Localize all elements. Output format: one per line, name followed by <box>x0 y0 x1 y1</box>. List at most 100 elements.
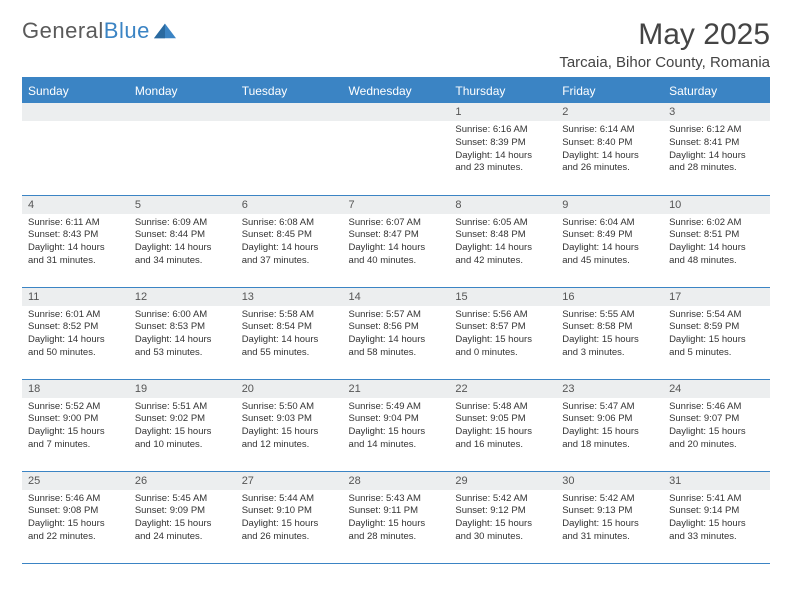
day-content: Sunrise: 6:04 AMSunset: 8:49 PMDaylight:… <box>556 214 663 271</box>
day-content: Sunrise: 5:44 AMSunset: 9:10 PMDaylight:… <box>236 490 343 547</box>
day-number: 19 <box>129 380 236 398</box>
day-content: Sunrise: 5:42 AMSunset: 9:12 PMDaylight:… <box>449 490 556 547</box>
day-content: Sunrise: 5:54 AMSunset: 8:59 PMDaylight:… <box>663 306 770 363</box>
day-content: Sunrise: 5:47 AMSunset: 9:06 PMDaylight:… <box>556 398 663 455</box>
day-number: 4 <box>22 196 129 214</box>
day-number: 8 <box>449 196 556 214</box>
calendar-cell: 18Sunrise: 5:52 AMSunset: 9:00 PMDayligh… <box>22 379 129 471</box>
logo-triangle-icon <box>154 21 176 39</box>
calendar-cell: 4Sunrise: 6:11 AMSunset: 8:43 PMDaylight… <box>22 195 129 287</box>
day-number: 25 <box>22 472 129 490</box>
calendar-row: 18Sunrise: 5:52 AMSunset: 9:00 PMDayligh… <box>22 379 770 471</box>
day-number: 12 <box>129 288 236 306</box>
day-number: 23 <box>556 380 663 398</box>
day-number: 17 <box>663 288 770 306</box>
calendar-cell: 29Sunrise: 5:42 AMSunset: 9:12 PMDayligh… <box>449 471 556 563</box>
day-number: 15 <box>449 288 556 306</box>
weekday-header: Friday <box>556 78 663 103</box>
weekday-header: Sunday <box>22 78 129 103</box>
logo: GeneralBlue <box>22 18 176 44</box>
weekday-header: Thursday <box>449 78 556 103</box>
logo-text-blue: Blue <box>104 18 150 43</box>
calendar-cell: 12Sunrise: 6:00 AMSunset: 8:53 PMDayligh… <box>129 287 236 379</box>
calendar-cell: 7Sunrise: 6:07 AMSunset: 8:47 PMDaylight… <box>343 195 450 287</box>
calendar-cell: 13Sunrise: 5:58 AMSunset: 8:54 PMDayligh… <box>236 287 343 379</box>
day-content: Sunrise: 5:42 AMSunset: 9:13 PMDaylight:… <box>556 490 663 547</box>
calendar-cell <box>129 103 236 195</box>
day-number-bar <box>343 103 450 121</box>
calendar-cell: 28Sunrise: 5:43 AMSunset: 9:11 PMDayligh… <box>343 471 450 563</box>
day-content: Sunrise: 5:52 AMSunset: 9:00 PMDaylight:… <box>22 398 129 455</box>
calendar-row: 1Sunrise: 6:16 AMSunset: 8:39 PMDaylight… <box>22 103 770 195</box>
day-number: 21 <box>343 380 450 398</box>
calendar-cell <box>236 103 343 195</box>
day-content: Sunrise: 6:00 AMSunset: 8:53 PMDaylight:… <box>129 306 236 363</box>
day-content: Sunrise: 6:01 AMSunset: 8:52 PMDaylight:… <box>22 306 129 363</box>
logo-text: GeneralBlue <box>22 18 150 44</box>
calendar-cell: 20Sunrise: 5:50 AMSunset: 9:03 PMDayligh… <box>236 379 343 471</box>
day-number: 14 <box>343 288 450 306</box>
day-number-bar <box>236 103 343 121</box>
weekday-header-row: SundayMondayTuesdayWednesdayThursdayFrid… <box>22 78 770 103</box>
day-number: 31 <box>663 472 770 490</box>
calendar-cell: 6Sunrise: 6:08 AMSunset: 8:45 PMDaylight… <box>236 195 343 287</box>
calendar-body: 1Sunrise: 6:16 AMSunset: 8:39 PMDaylight… <box>22 103 770 563</box>
day-content: Sunrise: 5:56 AMSunset: 8:57 PMDaylight:… <box>449 306 556 363</box>
location: Tarcaia, Bihor County, Romania <box>559 54 770 71</box>
day-content: Sunrise: 6:11 AMSunset: 8:43 PMDaylight:… <box>22 214 129 271</box>
day-content: Sunrise: 5:58 AMSunset: 8:54 PMDaylight:… <box>236 306 343 363</box>
calendar-cell: 26Sunrise: 5:45 AMSunset: 9:09 PMDayligh… <box>129 471 236 563</box>
day-number: 7 <box>343 196 450 214</box>
calendar-cell: 11Sunrise: 6:01 AMSunset: 8:52 PMDayligh… <box>22 287 129 379</box>
calendar-cell: 1Sunrise: 6:16 AMSunset: 8:39 PMDaylight… <box>449 103 556 195</box>
day-content: Sunrise: 5:43 AMSunset: 9:11 PMDaylight:… <box>343 490 450 547</box>
day-content: Sunrise: 6:16 AMSunset: 8:39 PMDaylight:… <box>449 121 556 178</box>
day-number: 26 <box>129 472 236 490</box>
day-number: 27 <box>236 472 343 490</box>
logo-text-general: General <box>22 18 104 43</box>
title-block: May 2025 Tarcaia, Bihor County, Romania <box>559 18 770 71</box>
day-content: Sunrise: 6:08 AMSunset: 8:45 PMDaylight:… <box>236 214 343 271</box>
calendar-cell: 17Sunrise: 5:54 AMSunset: 8:59 PMDayligh… <box>663 287 770 379</box>
day-number: 13 <box>236 288 343 306</box>
weekday-header: Wednesday <box>343 78 450 103</box>
day-number-bar <box>22 103 129 121</box>
calendar-table: SundayMondayTuesdayWednesdayThursdayFrid… <box>22 77 770 564</box>
calendar-cell: 30Sunrise: 5:42 AMSunset: 9:13 PMDayligh… <box>556 471 663 563</box>
day-content: Sunrise: 5:48 AMSunset: 9:05 PMDaylight:… <box>449 398 556 455</box>
day-content: Sunrise: 5:45 AMSunset: 9:09 PMDaylight:… <box>129 490 236 547</box>
month-title: May 2025 <box>559 18 770 52</box>
calendar-row: 25Sunrise: 5:46 AMSunset: 9:08 PMDayligh… <box>22 471 770 563</box>
day-number: 30 <box>556 472 663 490</box>
day-number: 18 <box>22 380 129 398</box>
calendar-cell <box>343 103 450 195</box>
day-number-bar <box>129 103 236 121</box>
day-number: 28 <box>343 472 450 490</box>
day-content: Sunrise: 5:55 AMSunset: 8:58 PMDaylight:… <box>556 306 663 363</box>
calendar-cell: 2Sunrise: 6:14 AMSunset: 8:40 PMDaylight… <box>556 103 663 195</box>
day-number: 20 <box>236 380 343 398</box>
calendar-cell: 31Sunrise: 5:41 AMSunset: 9:14 PMDayligh… <box>663 471 770 563</box>
day-number: 22 <box>449 380 556 398</box>
calendar-cell: 8Sunrise: 6:05 AMSunset: 8:48 PMDaylight… <box>449 195 556 287</box>
day-content: Sunrise: 5:46 AMSunset: 9:08 PMDaylight:… <box>22 490 129 547</box>
calendar-cell: 10Sunrise: 6:02 AMSunset: 8:51 PMDayligh… <box>663 195 770 287</box>
day-number: 16 <box>556 288 663 306</box>
calendar-cell: 16Sunrise: 5:55 AMSunset: 8:58 PMDayligh… <box>556 287 663 379</box>
calendar-cell: 14Sunrise: 5:57 AMSunset: 8:56 PMDayligh… <box>343 287 450 379</box>
weekday-header: Tuesday <box>236 78 343 103</box>
calendar-cell <box>22 103 129 195</box>
day-number: 2 <box>556 103 663 121</box>
day-number: 5 <box>129 196 236 214</box>
day-number: 10 <box>663 196 770 214</box>
day-content: Sunrise: 6:02 AMSunset: 8:51 PMDaylight:… <box>663 214 770 271</box>
calendar-cell: 9Sunrise: 6:04 AMSunset: 8:49 PMDaylight… <box>556 195 663 287</box>
day-content: Sunrise: 6:05 AMSunset: 8:48 PMDaylight:… <box>449 214 556 271</box>
weekday-header: Saturday <box>663 78 770 103</box>
day-content: Sunrise: 6:12 AMSunset: 8:41 PMDaylight:… <box>663 121 770 178</box>
day-content: Sunrise: 5:57 AMSunset: 8:56 PMDaylight:… <box>343 306 450 363</box>
day-content: Sunrise: 5:46 AMSunset: 9:07 PMDaylight:… <box>663 398 770 455</box>
day-content: Sunrise: 5:41 AMSunset: 9:14 PMDaylight:… <box>663 490 770 547</box>
calendar-cell: 23Sunrise: 5:47 AMSunset: 9:06 PMDayligh… <box>556 379 663 471</box>
calendar-cell: 25Sunrise: 5:46 AMSunset: 9:08 PMDayligh… <box>22 471 129 563</box>
